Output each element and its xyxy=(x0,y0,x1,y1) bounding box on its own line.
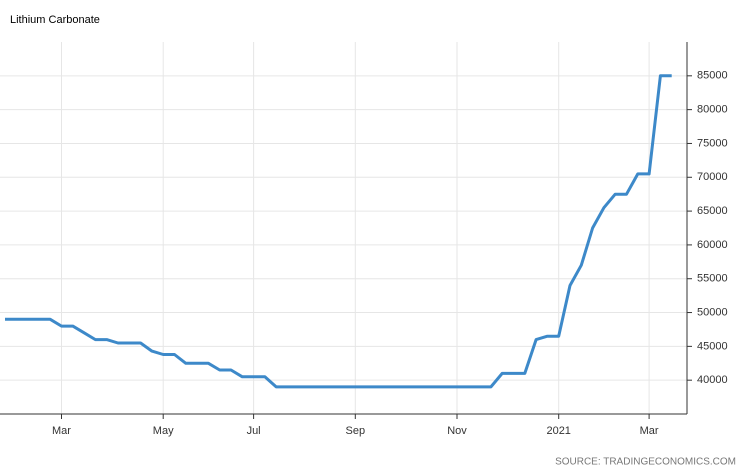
x-tick-label: 2021 xyxy=(546,425,570,437)
x-tick-label: Jul xyxy=(247,425,261,437)
y-tick-label: 55000 xyxy=(697,273,728,285)
x-tick-label: Mar xyxy=(52,425,71,437)
chart-title: Lithium Carbonate xyxy=(10,14,100,26)
x-tick-label: May xyxy=(153,425,174,437)
y-tick-label: 75000 xyxy=(697,137,728,149)
y-tick-label: 85000 xyxy=(697,70,728,82)
x-tick-label: Mar xyxy=(640,425,659,437)
source-note: SOURCE: TRADINGECONOMICS.COM xyxy=(555,457,736,468)
y-tick-label: 40000 xyxy=(697,374,728,386)
data-line xyxy=(5,74,672,389)
y-tick-label: 45000 xyxy=(697,340,728,352)
x-tick-label: Nov xyxy=(447,425,467,437)
x-tick-label: Sep xyxy=(346,425,366,437)
y-tick-label: 70000 xyxy=(697,171,728,183)
y-tick-label: 65000 xyxy=(697,205,728,217)
y-tick-label: 80000 xyxy=(697,104,728,116)
y-tick-label: 50000 xyxy=(697,306,728,318)
y-tick-label: 60000 xyxy=(697,239,728,251)
